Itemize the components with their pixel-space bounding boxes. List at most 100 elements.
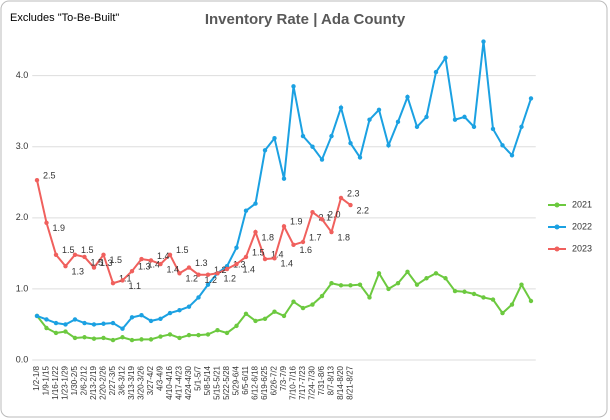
point bbox=[414, 124, 420, 130]
point bbox=[110, 320, 116, 326]
legend-label: 2021 bbox=[572, 199, 592, 209]
point bbox=[490, 126, 496, 132]
x-tick-label: 2/27-3/5 bbox=[108, 365, 117, 395]
point bbox=[405, 269, 410, 275]
point bbox=[91, 322, 97, 327]
point bbox=[253, 201, 258, 206]
point bbox=[44, 220, 49, 226]
point bbox=[72, 317, 78, 322]
data-label: 1.9 bbox=[290, 217, 303, 227]
data-label: 1.8 bbox=[338, 232, 351, 242]
x-tick-label: 3/27-4/2 bbox=[146, 365, 155, 395]
point bbox=[148, 318, 154, 324]
point bbox=[167, 252, 173, 257]
x-tick-label: 2/6-2/12 bbox=[80, 365, 89, 395]
point bbox=[120, 335, 125, 340]
data-label: 1.3 bbox=[233, 259, 246, 269]
point bbox=[348, 283, 353, 288]
x-tick-label: 1/30-2/5 bbox=[70, 365, 79, 395]
point bbox=[262, 148, 268, 153]
point bbox=[452, 117, 458, 122]
point bbox=[310, 144, 315, 149]
point bbox=[205, 282, 211, 287]
point bbox=[310, 209, 315, 215]
point bbox=[300, 133, 306, 139]
data-label: 1.2 bbox=[214, 265, 227, 275]
point bbox=[481, 39, 486, 44]
point bbox=[91, 336, 97, 341]
point bbox=[224, 266, 230, 272]
data-label: 1.2 bbox=[186, 274, 199, 284]
y-tick-label: 4.0 bbox=[16, 70, 29, 80]
data-label: 1.4 bbox=[148, 259, 161, 269]
point bbox=[63, 322, 68, 327]
x-tick-label: 7/31-8/6 bbox=[317, 365, 326, 395]
point bbox=[34, 177, 40, 183]
point bbox=[215, 271, 220, 276]
data-label: 1.4 bbox=[167, 264, 180, 274]
legend-marker bbox=[554, 246, 560, 252]
point bbox=[395, 119, 401, 125]
data-label: 1.1 bbox=[119, 274, 132, 284]
point bbox=[53, 252, 59, 257]
point bbox=[386, 143, 391, 148]
point bbox=[205, 332, 211, 337]
point bbox=[224, 330, 230, 336]
point bbox=[443, 276, 448, 281]
point bbox=[471, 124, 477, 130]
x-tick-label: 1/16-1/22 bbox=[51, 365, 60, 399]
point bbox=[129, 337, 135, 343]
point bbox=[329, 229, 334, 235]
x-tick-label: 2/20-2/26 bbox=[99, 365, 108, 399]
point bbox=[357, 155, 363, 160]
point bbox=[281, 313, 287, 319]
point bbox=[500, 143, 505, 148]
point bbox=[139, 313, 144, 318]
legend-marker bbox=[554, 202, 560, 208]
x-tick-label: 8/21-8/27 bbox=[346, 365, 355, 399]
point bbox=[386, 286, 391, 292]
chart-title: Inventory Rate | Ada County bbox=[205, 11, 406, 28]
point bbox=[186, 304, 192, 309]
point bbox=[291, 242, 296, 248]
point bbox=[462, 114, 467, 120]
y-tick-label: 1.0 bbox=[16, 283, 29, 293]
x-tick-label: 4/10-4/16 bbox=[165, 365, 174, 399]
point bbox=[424, 276, 429, 281]
data-label: 1.5 bbox=[91, 257, 104, 267]
point bbox=[234, 261, 239, 267]
data-label: 2.5 bbox=[43, 171, 56, 181]
y-tick-label: 3.0 bbox=[16, 141, 29, 151]
y-tick-label: 2.0 bbox=[16, 212, 29, 222]
point bbox=[357, 282, 363, 287]
point bbox=[53, 330, 59, 336]
point bbox=[234, 245, 239, 250]
point bbox=[120, 278, 125, 283]
x-tick-label: 5/1-5/7 bbox=[194, 365, 203, 390]
data-label: 1.3 bbox=[100, 258, 113, 268]
y-tick-label: 0.0 bbox=[16, 354, 29, 364]
point bbox=[44, 325, 49, 331]
x-tick-label: 8/7-8/13 bbox=[327, 365, 336, 395]
data-label: 2.3 bbox=[347, 188, 360, 198]
series-line bbox=[36, 179, 352, 285]
x-tick-label: 1/9-1/15 bbox=[42, 365, 51, 395]
x-tick-label: 6/5-6/11 bbox=[241, 365, 250, 394]
point bbox=[376, 107, 382, 112]
x-tick-label: 5/29-6/4 bbox=[232, 365, 241, 395]
point bbox=[509, 302, 515, 307]
data-label: 1.9 bbox=[53, 223, 66, 233]
point bbox=[196, 295, 201, 300]
point bbox=[215, 327, 220, 333]
x-tick-label: 6/12-6/18 bbox=[251, 365, 260, 399]
point bbox=[490, 297, 496, 302]
point bbox=[424, 114, 429, 120]
point bbox=[167, 310, 173, 316]
point bbox=[82, 254, 87, 260]
point bbox=[528, 96, 534, 101]
point bbox=[319, 293, 325, 299]
data-label: 1.8 bbox=[262, 232, 275, 242]
x-tick-label: 3/20-3/26 bbox=[137, 365, 146, 399]
